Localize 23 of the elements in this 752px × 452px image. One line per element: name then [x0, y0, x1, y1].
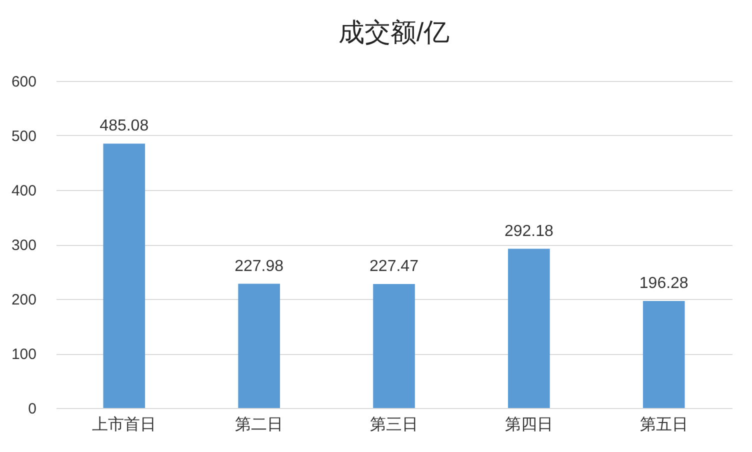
x-tick-label: 第二日 — [235, 416, 284, 434]
y-tick-label: 100 — [11, 346, 36, 363]
x-tick-label: 第五日 — [640, 416, 688, 434]
y-tick-label: 300 — [11, 237, 36, 254]
bar — [238, 284, 280, 408]
y-tick-label: 500 — [11, 128, 36, 145]
data-label: 292.18 — [504, 222, 554, 240]
data-label: 485.08 — [100, 118, 149, 135]
bar — [508, 248, 550, 408]
y-tick-label: 600 — [11, 74, 36, 90]
x-tick-label: 第四日 — [504, 416, 553, 434]
y-tick-label: 400 — [11, 182, 36, 200]
bar — [103, 144, 146, 408]
data-label: 227.98 — [234, 258, 284, 275]
y-tick-label: 0 — [28, 400, 36, 418]
bar — [373, 284, 415, 408]
x-tick-label: 上市首日 — [92, 416, 156, 434]
data-label: 196.28 — [639, 275, 688, 292]
bar — [642, 301, 685, 408]
data-label: 227.47 — [370, 258, 419, 276]
chart-title: 成交额/亿 — [338, 17, 450, 47]
y-tick-label: 200 — [11, 292, 36, 308]
x-tick-label: 第三日 — [370, 416, 418, 434]
